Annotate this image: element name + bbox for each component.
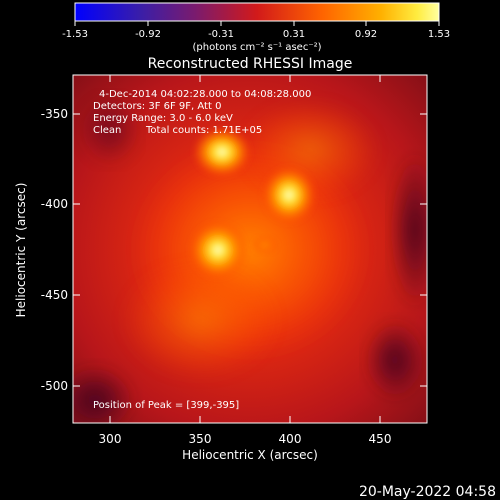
y-axis-label: Heliocentric Y (arcsec) <box>14 183 28 318</box>
info-energy: Energy Range: 3.0 - 6.0 keV <box>93 113 233 124</box>
x-axis-label: Heliocentric X (arcsec) <box>182 448 318 462</box>
colorbar-units: (photons cm⁻² s⁻¹ asec⁻²) <box>192 42 321 53</box>
colorbar-tick: 0.31 <box>283 29 305 40</box>
colorbar-gradient <box>74 2 440 22</box>
plot-title: Reconstructed RHESSI Image <box>148 56 353 72</box>
source-bottom <box>188 220 248 280</box>
info-detectors: Detectors: 3F 6F 9F, Att 0 <box>93 101 221 112</box>
y-tick-label: -350 <box>41 107 68 121</box>
colorbar-tick: -0.92 <box>135 29 161 40</box>
info-counts: Total counts: 1.71E+05 <box>145 125 262 136</box>
colorbar-tick: -1.53 <box>62 29 88 40</box>
x-tick-label: 350 <box>189 432 212 446</box>
x-tick-label: 300 <box>99 432 122 446</box>
footer-timestamp: 20-May-2022 04:58 <box>359 484 496 500</box>
colorbar: -1.53 -0.92 -0.31 0.31 0.92 1.53 (photon… <box>62 2 450 53</box>
y-tick-label: -400 <box>41 197 68 211</box>
source-peak <box>261 165 317 225</box>
solar-image <box>73 75 427 423</box>
colorbar-tick: 0.92 <box>355 29 377 40</box>
info-method: Clean <box>93 125 121 136</box>
info-peak-position: Position of Peak = [399,-395] <box>93 400 239 411</box>
y-axis <box>73 113 427 387</box>
colorbar-tick: 1.53 <box>428 29 450 40</box>
info-block: 4-Dec-2014 04:02:28.000 to 04:08:28.000 … <box>93 89 311 411</box>
x-tick-label: 450 <box>369 432 392 446</box>
colorbar-tick: -0.31 <box>208 29 234 40</box>
info-time-range: 4-Dec-2014 04:02:28.000 to 04:08:28.000 <box>99 89 311 100</box>
y-tick-label: -450 <box>41 288 68 302</box>
x-tick-label: 400 <box>279 432 302 446</box>
x-axis <box>109 75 381 423</box>
plot-frame <box>72 74 428 424</box>
source-top <box>192 126 252 178</box>
y-tick-label: -500 <box>41 379 68 393</box>
